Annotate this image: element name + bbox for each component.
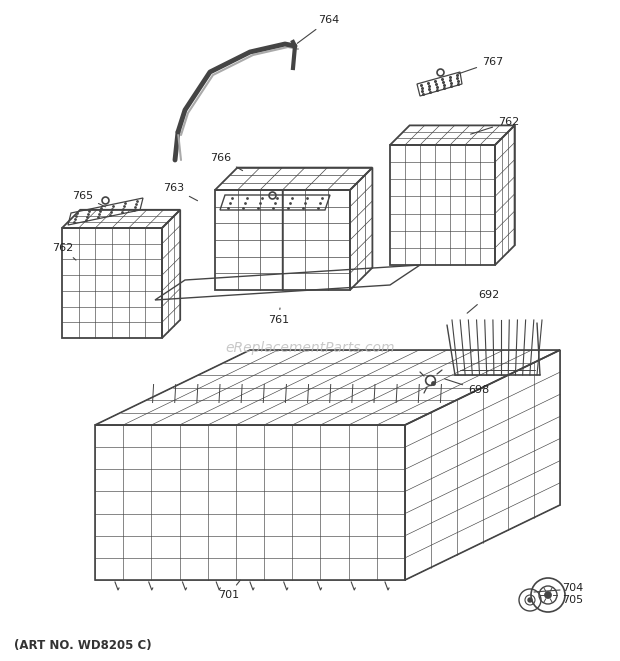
Text: 762: 762 bbox=[471, 117, 520, 134]
Text: 704: 704 bbox=[562, 583, 583, 593]
Text: 765: 765 bbox=[72, 191, 105, 207]
Text: 692: 692 bbox=[467, 290, 499, 313]
Text: 698: 698 bbox=[445, 379, 489, 395]
Text: 763: 763 bbox=[163, 183, 198, 201]
Text: eReplacementParts.com: eReplacementParts.com bbox=[225, 341, 395, 355]
Text: 705: 705 bbox=[562, 595, 583, 605]
Text: (ART NO. WD8205 C): (ART NO. WD8205 C) bbox=[14, 639, 152, 652]
Text: 762: 762 bbox=[52, 243, 76, 260]
Text: 764: 764 bbox=[297, 15, 339, 44]
Text: 766: 766 bbox=[210, 153, 242, 171]
Text: 761: 761 bbox=[268, 308, 289, 325]
Text: 767: 767 bbox=[458, 57, 503, 74]
Text: 701: 701 bbox=[218, 580, 241, 600]
Circle shape bbox=[544, 592, 552, 598]
Circle shape bbox=[528, 598, 532, 602]
